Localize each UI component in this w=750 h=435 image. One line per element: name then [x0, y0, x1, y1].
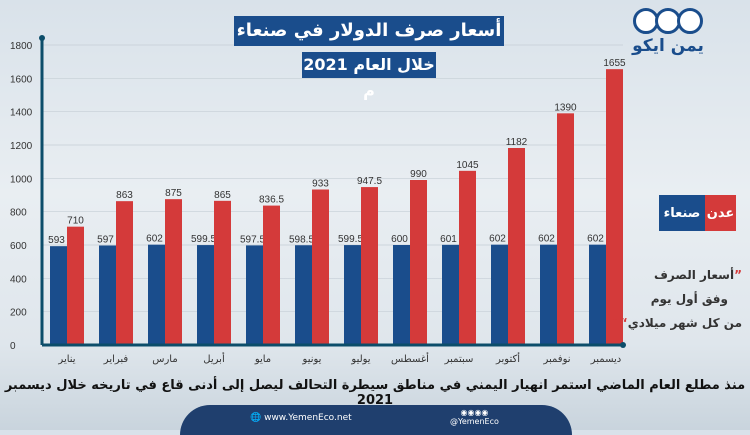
- logo: يمن ايكو: [628, 8, 708, 68]
- data-label: 990: [410, 169, 427, 180]
- data-label: 602: [146, 234, 163, 245]
- x-tick-label: أكتوبر: [495, 352, 520, 365]
- x-tick-label: أبريل: [203, 352, 225, 365]
- data-label: 599.5: [191, 234, 216, 245]
- bar-sanaa: [491, 244, 508, 345]
- legend-aden: عدن: [705, 195, 736, 231]
- x-tick-label: ديسمبر: [590, 354, 621, 365]
- bar-sanaa: [295, 245, 312, 345]
- bar-aden: [116, 201, 133, 345]
- logo-rings-icon: [628, 8, 708, 34]
- bar-aden: [557, 113, 574, 345]
- data-label: 601: [440, 234, 457, 245]
- caption: منذ مطلع العام الماضي استمر انهيار اليمن…: [4, 378, 746, 408]
- data-label: 875: [165, 188, 182, 199]
- x-tick-label: سبتمبر: [444, 354, 474, 365]
- y-tick-label: 1000: [10, 174, 33, 185]
- data-label: 933: [312, 179, 329, 190]
- data-label: 602: [587, 234, 604, 245]
- data-label: 600: [391, 234, 408, 245]
- footer: 🌐 www.YemenEco.net ◉◉◉◉ @YemenEco: [180, 405, 572, 435]
- chart-title: أسعار صرف الدولار في صنعاء وعدن: [234, 16, 504, 71]
- bar-sanaa: [197, 245, 214, 345]
- data-label: 836.5: [259, 195, 284, 206]
- data-label: 597.5: [240, 234, 265, 245]
- bar-sanaa: [246, 245, 263, 345]
- data-label: 598.5: [289, 234, 314, 245]
- bar-aden: [361, 187, 378, 345]
- axis-end-dot: [39, 35, 45, 41]
- social-links[interactable]: ◉◉◉◉ @YemenEco: [450, 408, 499, 426]
- bar-aden: [508, 148, 525, 345]
- chart-subtitle: خلال العام 2021 م: [302, 52, 436, 100]
- y-tick-label: 400: [10, 274, 27, 285]
- bar-aden: [606, 69, 623, 346]
- data-label: 602: [538, 234, 555, 245]
- bar-aden: [410, 180, 427, 345]
- y-tick-label: 800: [10, 208, 27, 219]
- x-tick-label: يناير: [57, 354, 75, 365]
- side-note-line1: ”أسعار الصرف: [653, 268, 742, 282]
- data-label: 863: [116, 190, 133, 201]
- bar-sanaa: [589, 244, 606, 345]
- data-label: 597: [97, 235, 114, 246]
- bar-sanaa: [148, 244, 165, 345]
- x-tick-label: نوفمبر: [542, 354, 570, 365]
- legend-sanaa: صنعاء: [659, 195, 705, 231]
- y-tick-label: 200: [10, 308, 27, 319]
- x-tick-label: أغسطس: [391, 352, 429, 365]
- data-label: 593: [48, 235, 65, 246]
- y-tick-label: 1600: [10, 74, 33, 85]
- bar-sanaa: [393, 245, 410, 345]
- logo-text: يمن ايكو: [632, 36, 704, 56]
- bar-sanaa: [540, 244, 557, 345]
- x-tick-label: مارس: [152, 354, 177, 365]
- data-label: 1182: [506, 137, 528, 148]
- y-tick-label: 1200: [10, 141, 33, 152]
- side-note-line3: من كل شهر ميلادي““: [611, 316, 742, 330]
- data-label: 947.5: [357, 176, 382, 187]
- side-note-line2: وفق أول يوم: [650, 292, 728, 306]
- x-tick-label: يونيو: [302, 354, 322, 365]
- axis-end-dot: [620, 342, 626, 348]
- x-tick-label: يوليو: [350, 354, 370, 365]
- bar-aden: [263, 205, 280, 345]
- data-label: 1045: [456, 160, 479, 171]
- bar-sanaa: [442, 244, 459, 345]
- x-tick-label: فبراير: [103, 354, 129, 365]
- bar-sanaa: [99, 245, 116, 345]
- data-label: 1390: [554, 102, 577, 113]
- bar-aden: [67, 226, 84, 345]
- bar-sanaa: [344, 245, 361, 345]
- website-link[interactable]: 🌐 www.YemenEco.net: [250, 413, 352, 423]
- data-label: 602: [489, 234, 506, 245]
- legend: صنعاء عدن: [659, 195, 736, 231]
- data-label: 710: [67, 216, 84, 227]
- bar-aden: [214, 200, 231, 345]
- data-label: 1655: [603, 58, 626, 69]
- bar-aden: [165, 199, 182, 345]
- bar-sanaa: [50, 246, 67, 345]
- y-tick-label: 0: [10, 341, 16, 352]
- data-label: 599.5: [338, 234, 363, 245]
- y-tick-label: 1800: [10, 41, 33, 52]
- y-tick-label: 600: [10, 241, 27, 252]
- y-tick-label: 1400: [10, 108, 33, 119]
- x-tick-label: مايو: [254, 354, 271, 365]
- data-label: 865: [214, 190, 231, 201]
- bar-aden: [312, 189, 329, 345]
- bar-aden: [459, 170, 476, 345]
